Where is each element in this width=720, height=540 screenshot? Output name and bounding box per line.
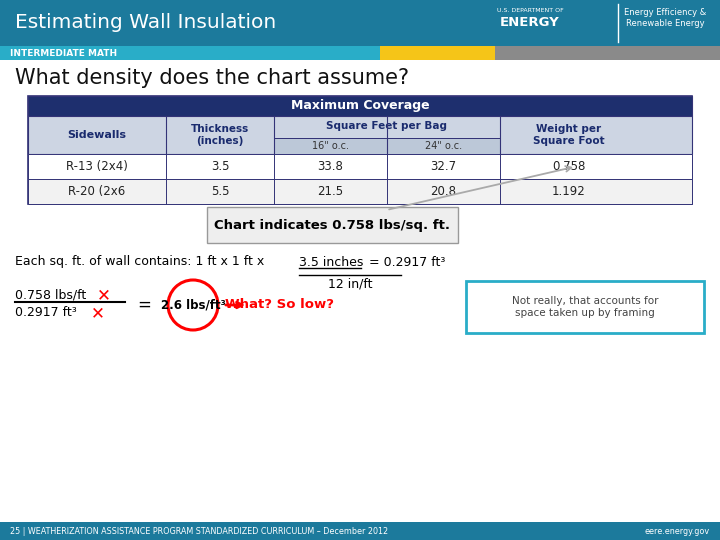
Text: 2.6 lbs/ft³: 2.6 lbs/ft³ bbox=[161, 299, 225, 312]
Text: ENERGY: ENERGY bbox=[500, 17, 560, 30]
Text: 21.5: 21.5 bbox=[318, 185, 343, 198]
Text: 0.758 lbs/ft: 0.758 lbs/ft bbox=[15, 288, 86, 301]
Text: =: = bbox=[137, 296, 151, 314]
Text: 24" o.c.: 24" o.c. bbox=[425, 141, 462, 151]
Text: ✕: ✕ bbox=[97, 286, 111, 304]
FancyBboxPatch shape bbox=[28, 154, 692, 179]
Text: Maximum Coverage: Maximum Coverage bbox=[291, 99, 429, 112]
Text: 12 in/ft: 12 in/ft bbox=[328, 278, 372, 291]
Text: What? So low?: What? So low? bbox=[225, 299, 334, 312]
Text: Weight per
Square Foot: Weight per Square Foot bbox=[534, 124, 605, 146]
Text: 1.192: 1.192 bbox=[552, 185, 586, 198]
FancyBboxPatch shape bbox=[28, 116, 692, 154]
FancyBboxPatch shape bbox=[495, 46, 720, 60]
Text: Square Feet per Bag: Square Feet per Bag bbox=[326, 121, 448, 131]
Text: 16" o.c.: 16" o.c. bbox=[312, 141, 349, 151]
Text: Not really, that accounts for
space taken up by framing: Not really, that accounts for space take… bbox=[512, 296, 658, 318]
Text: 3.5: 3.5 bbox=[211, 160, 229, 173]
Text: ✕: ✕ bbox=[91, 304, 105, 322]
Text: eere.energy.gov: eere.energy.gov bbox=[645, 526, 710, 536]
Text: What density does the chart assume?: What density does the chart assume? bbox=[15, 68, 409, 88]
Text: Thickness
(inches): Thickness (inches) bbox=[191, 124, 249, 146]
Text: R-20 (2x6: R-20 (2x6 bbox=[68, 185, 125, 198]
FancyBboxPatch shape bbox=[0, 522, 720, 540]
FancyBboxPatch shape bbox=[380, 46, 495, 60]
FancyBboxPatch shape bbox=[207, 207, 458, 243]
FancyBboxPatch shape bbox=[0, 46, 380, 60]
FancyBboxPatch shape bbox=[466, 281, 704, 333]
Text: R-13 (2x4): R-13 (2x4) bbox=[66, 160, 128, 173]
Text: Estimating Wall Insulation: Estimating Wall Insulation bbox=[15, 14, 276, 32]
Text: 5.5: 5.5 bbox=[211, 185, 229, 198]
Text: 32.7: 32.7 bbox=[431, 160, 456, 173]
FancyBboxPatch shape bbox=[28, 96, 692, 116]
Text: Energy Efficiency &
Renewable Energy: Energy Efficiency & Renewable Energy bbox=[624, 8, 706, 28]
Text: 20.8: 20.8 bbox=[431, 185, 456, 198]
Text: Each sq. ft. of wall contains: 1 ft x 1 ft x: Each sq. ft. of wall contains: 1 ft x 1 … bbox=[15, 255, 269, 268]
Text: 0.758: 0.758 bbox=[552, 160, 585, 173]
Text: = 0.2917 ft³: = 0.2917 ft³ bbox=[361, 255, 446, 268]
FancyBboxPatch shape bbox=[28, 96, 692, 204]
Text: U.S. DEPARTMENT OF: U.S. DEPARTMENT OF bbox=[497, 8, 563, 12]
Text: 0.2917 ft³: 0.2917 ft³ bbox=[15, 307, 77, 320]
Text: Sidewalls: Sidewalls bbox=[68, 130, 127, 140]
Text: 25 | WEATHERIZATION ASSISTANCE PROGRAM STANDARDIZED CURRICULUM – December 2012: 25 | WEATHERIZATION ASSISTANCE PROGRAM S… bbox=[10, 526, 388, 536]
Text: INTERMEDIATE MATH: INTERMEDIATE MATH bbox=[10, 49, 117, 57]
Text: 33.8: 33.8 bbox=[318, 160, 343, 173]
Text: 3.5 inches: 3.5 inches bbox=[299, 255, 364, 268]
FancyBboxPatch shape bbox=[387, 138, 500, 154]
FancyBboxPatch shape bbox=[274, 138, 387, 154]
FancyBboxPatch shape bbox=[28, 179, 692, 204]
Text: Chart indicates 0.758 lbs/sq. ft.: Chart indicates 0.758 lbs/sq. ft. bbox=[215, 219, 451, 232]
FancyBboxPatch shape bbox=[0, 0, 720, 46]
